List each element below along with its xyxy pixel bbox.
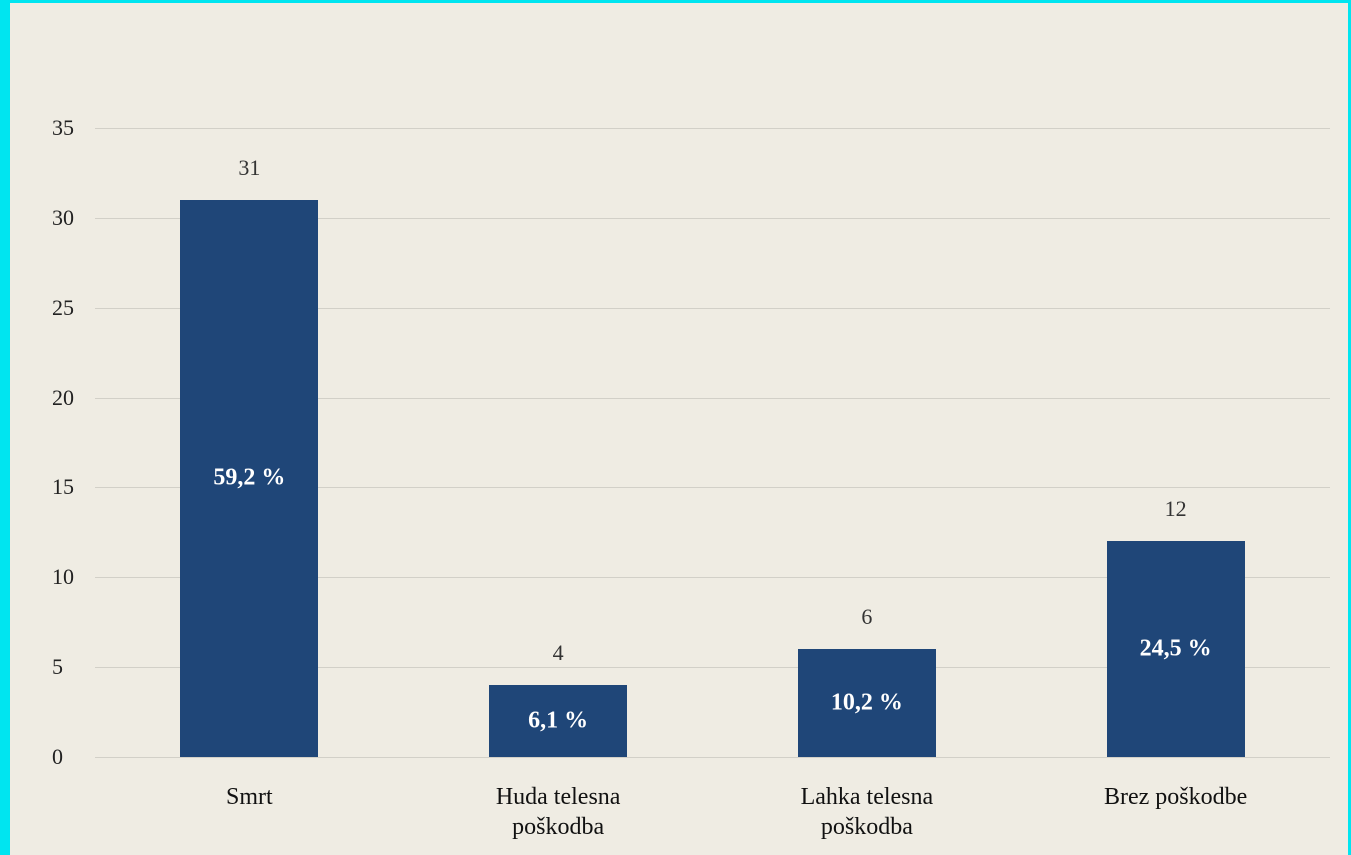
x-tick-label: Smrt <box>226 784 273 810</box>
value-label: 31 <box>238 154 261 180</box>
grid-line <box>95 757 1330 758</box>
percent-label: 59,2 % <box>213 464 286 491</box>
y-tick-label: 5 <box>52 654 63 680</box>
x-tick-label: Brez poškodbe <box>1103 784 1248 810</box>
x-tick-label: Lahka telesna poškodba <box>800 784 934 840</box>
value-label: 12 <box>1164 496 1187 522</box>
grid-line <box>95 397 1330 399</box>
bar <box>489 685 628 757</box>
y-tick-label: 15 <box>52 474 74 500</box>
percent-label: 10,2 % <box>830 689 903 716</box>
value-label: 6 <box>861 604 873 630</box>
grid-line <box>95 217 1330 219</box>
grid-line <box>95 667 1330 669</box>
y-tick-label: 10 <box>52 564 74 590</box>
y-tick-label: 0 <box>52 744 63 769</box>
percent-label: 6,1 % <box>528 707 589 734</box>
bar <box>1106 541 1245 757</box>
y-tick-label: 20 <box>52 384 74 410</box>
y-tick-label: 25 <box>52 294 74 320</box>
grid-line <box>95 307 1330 309</box>
grid-line <box>95 487 1330 489</box>
bar <box>797 649 936 757</box>
y-tick-label: 35 <box>52 115 74 140</box>
y-tick-label: 30 <box>52 204 74 230</box>
chart: 0 5 10 15 20 25 30 35 Smrt 31 59,2 % Huda telesna p… <box>10 3 1348 855</box>
grid-line <box>95 577 1330 579</box>
percent-label: 24,5 % <box>1139 635 1212 662</box>
value-label: 4 <box>552 640 564 666</box>
x-tick-label: Huda telesna poškodba <box>495 784 621 840</box>
grid-line <box>95 128 1330 129</box>
bar <box>180 199 319 757</box>
